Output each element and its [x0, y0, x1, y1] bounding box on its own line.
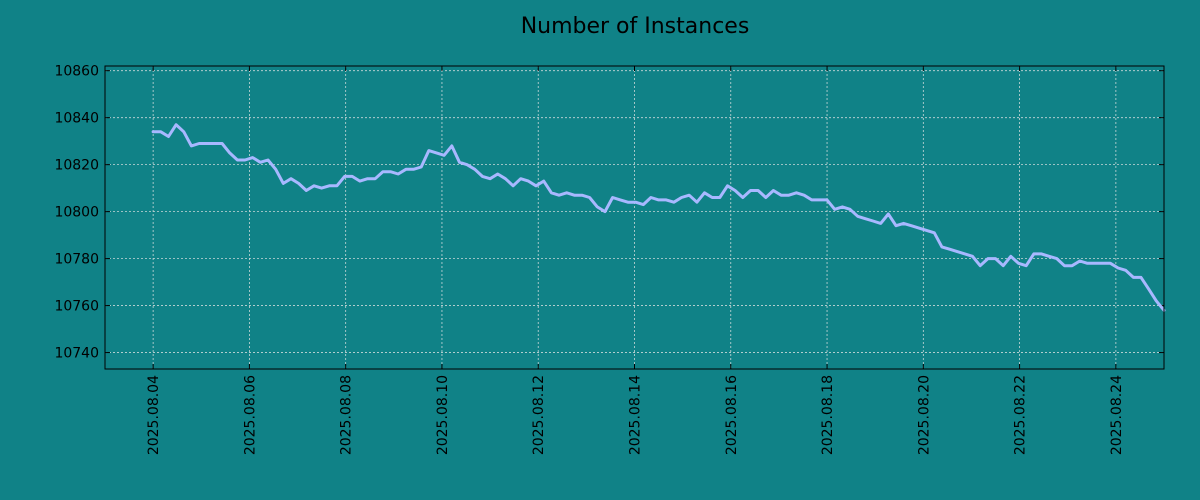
series-line	[151, 123, 1166, 312]
y-tick-label: 10760	[54, 299, 99, 315]
x-tick-label: 2025.08.24	[1109, 375, 1125, 455]
x-tick-label: 2025.08.10	[435, 375, 451, 455]
x-tick-label: 2025.08.04	[146, 375, 162, 455]
y-tick-label: 10780	[54, 252, 99, 268]
x-axis: 2025.08.04 2025.08.06 2025.08.08 2025.08.10…	[146, 66, 1125, 455]
x-tick-label: 2025.08.08	[339, 375, 355, 455]
x-tick-label: 2025.08.20	[916, 375, 932, 455]
x-tick-label: 2025.08.22	[1013, 375, 1029, 455]
x-tick-label: 2025.08.14	[628, 375, 644, 455]
x-tick-label: 2025.08.06	[242, 375, 258, 455]
y-tick-label: 10800	[54, 205, 99, 221]
plot-frame	[104, 65, 1165, 370]
y-tick-label: 10820	[54, 158, 99, 174]
x-tick-label: 2025.08.18	[820, 375, 836, 455]
x-tick-label: 2025.08.16	[724, 375, 740, 455]
y-axis: 10740 10760 10780 10800 10820 10840 10860	[54, 64, 1164, 362]
y-tick-label: 10860	[54, 64, 99, 80]
grid-lines	[105, 66, 1164, 369]
chart-title: Number of Instances	[520, 14, 750, 39]
y-tick-label: 10740	[54, 346, 99, 362]
y-tick-label: 10840	[54, 111, 99, 127]
x-tick-label: 2025.08.12	[531, 375, 547, 455]
